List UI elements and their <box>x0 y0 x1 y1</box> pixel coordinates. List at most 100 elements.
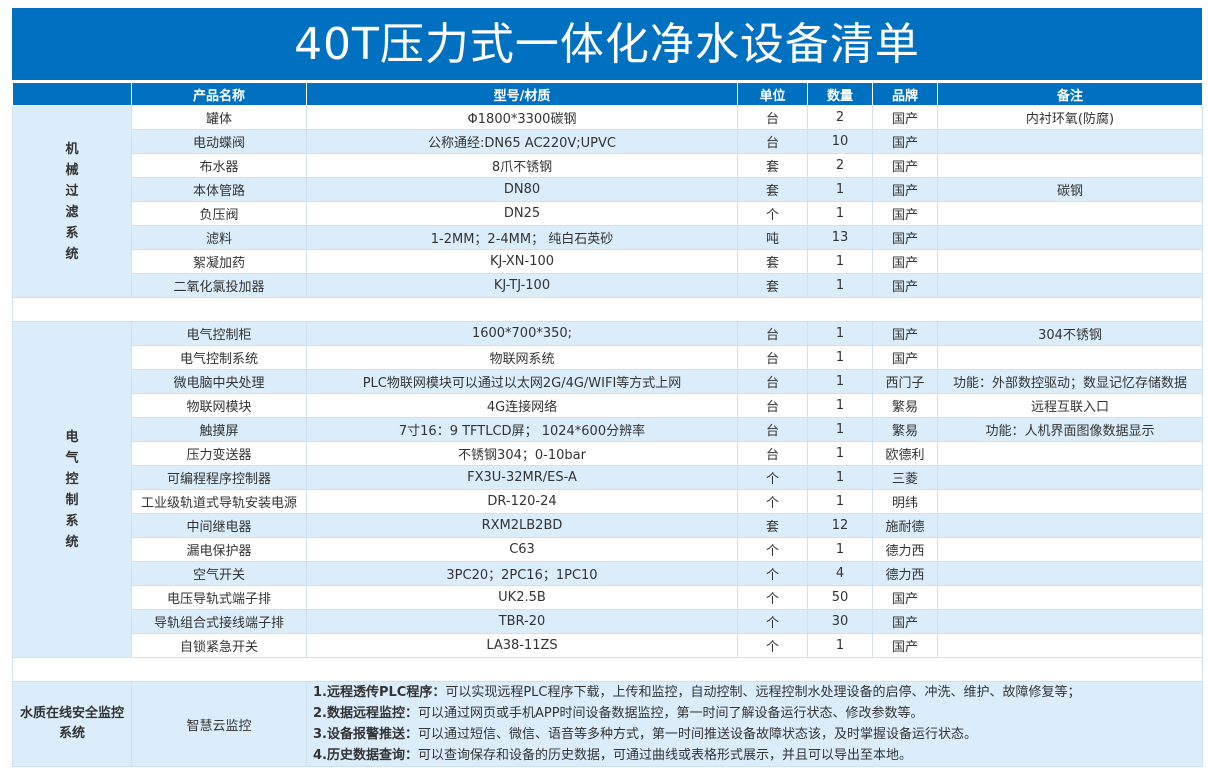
cell-quantity: 1 <box>807 369 873 394</box>
cell-product-name: 漏电保护器 <box>131 537 307 562</box>
cell-remarks <box>937 249 1203 274</box>
section-category: 水质在线安全监控系统 <box>12 681 132 767</box>
cell-product-name: 触摸屏 <box>131 417 307 442</box>
cell-unit: 个 <box>737 609 808 634</box>
feature-label: 4.历史数据查询： <box>313 748 418 763</box>
cell-brand: 国产 <box>872 609 938 634</box>
cell-remarks <box>937 225 1203 250</box>
cell-quantity: 4 <box>807 561 873 586</box>
cell-remarks <box>937 585 1203 610</box>
cell-unit: 台 <box>737 129 808 154</box>
feature-item: 1.远程透传PLC程序：可以实现远程PLC程序下载，上传和监控，自动控制、远程控… <box>313 683 1202 704</box>
cell-quantity: 30 <box>807 609 873 634</box>
cell-brand: 欧德利 <box>872 441 938 466</box>
cell-model-material: FX3U-32MR/ES-A <box>306 465 738 490</box>
cell-quantity: 50 <box>807 585 873 610</box>
cell-brand: 施耐德 <box>872 513 938 538</box>
cell-remarks <box>937 201 1203 226</box>
cell-brand: 国产 <box>872 129 938 154</box>
cell-quantity: 12 <box>807 513 873 538</box>
cell-brand: 德力西 <box>872 537 938 562</box>
cell-model-material: DN25 <box>306 201 738 226</box>
cell-remarks <box>937 609 1203 634</box>
spacer-row <box>12 657 1203 682</box>
feature-text: 可以通过短信、微信、语音等多种方式，第一时间推送设备故障状态该，及时掌握设备运行… <box>417 727 977 742</box>
cell-model-material: 3PC20；2PC16；1PC10 <box>306 561 738 586</box>
header-quantity: 数量 <box>807 82 873 106</box>
cell-product-name: 电动蝶阀 <box>131 129 307 154</box>
section-category: 机械过滤系统 <box>12 105 132 298</box>
cell-unit: 个 <box>737 537 808 562</box>
header-brand: 品牌 <box>872 82 938 106</box>
cell-brand: 三菱 <box>872 465 938 490</box>
cell-product-name: 物联网模块 <box>131 393 307 418</box>
cell-remarks <box>937 513 1203 538</box>
cell-unit: 个 <box>737 561 808 586</box>
header-product-name: 产品名称 <box>131 82 307 106</box>
table-row: 可编程程序控制器 FX3U-32MR/ES-A 个 1 三菱 <box>13 465 1203 490</box>
cell-model-material: KJ-TJ-100 <box>306 273 738 298</box>
cell-brand: 国产 <box>872 153 938 178</box>
cell-model-material: 4G连接网络 <box>306 393 738 418</box>
cell-remarks: 内衬环氧(防腐) <box>937 105 1203 130</box>
cell-model-material: Φ1800*3300碳钢 <box>306 105 738 130</box>
cell-unit: 台 <box>737 417 808 442</box>
cell-quantity: 1 <box>807 417 873 442</box>
cell-unit: 套 <box>737 513 808 538</box>
spacer-row <box>12 297 1203 322</box>
cell-remarks <box>937 561 1203 586</box>
cell-model-material: 不锈钢304；0-10bar <box>306 441 738 466</box>
cell-remarks <box>937 633 1203 658</box>
cell-remarks <box>937 129 1203 154</box>
cell-quantity: 2 <box>807 153 873 178</box>
cell-model-material: 公称通经:DN65 AC220V;UPVC <box>306 129 738 154</box>
cell-product-name: 导轨组合式接线端子排 <box>131 609 307 634</box>
header-model-material: 型号/材质 <box>306 82 738 106</box>
cell-brand: 国产 <box>872 177 938 202</box>
feature-list: 1.远程透传PLC程序：可以实现远程PLC程序下载，上传和监控，自动控制、远程控… <box>306 681 1203 767</box>
cell-unit: 吨 <box>737 225 808 250</box>
cell-quantity: 1 <box>807 441 873 466</box>
cell-model-material: UK2.5B <box>306 585 738 610</box>
cell-product-name: 罐体 <box>131 105 307 130</box>
cell-quantity: 1 <box>807 393 873 418</box>
table-row: 导轨组合式接线端子排 TBR-20 个 30 国产 <box>13 609 1203 634</box>
cell-unit: 台 <box>737 441 808 466</box>
cell-model-material: 1600*700*350; <box>306 321 738 346</box>
cell-quantity: 1 <box>807 537 873 562</box>
cell-quantity: 13 <box>807 225 873 250</box>
cell-unit: 台 <box>737 393 808 418</box>
table-row: 负压阀 DN25 个 1 国产 <box>13 201 1203 226</box>
cell-quantity: 1 <box>807 345 873 370</box>
equipment-list: 40T压力式一体化净水设备清单 产品名称 型号/材质 单位 数量 品牌 备注 机械过滤系统… <box>12 8 1203 767</box>
cell-quantity: 1 <box>807 321 873 346</box>
cell-product-name: 可编程程序控制器 <box>131 465 307 490</box>
cell-product-name: 空气开关 <box>131 561 307 586</box>
cell-unit: 个 <box>737 465 808 490</box>
cell-model-material: 1-2MM；2-4MM； 纯白石英砂 <box>306 225 738 250</box>
cell-brand: 国产 <box>872 249 938 274</box>
cell-unit: 个 <box>737 585 808 610</box>
cell-brand: 国产 <box>872 321 938 346</box>
table-row: 微电脑中央处理 PLC物联网模块可以通过以太网2G/4G/WIFI等方式上网台 1 西… <box>13 369 1203 394</box>
cell-model-material: LA38-11ZS <box>306 633 738 658</box>
feature-label: 1.远程透传PLC程序： <box>313 685 446 700</box>
cell-model-material: 7寸16：9 TFTLCD屏； 1024*600分辨率 <box>306 417 738 442</box>
cell-product-name: 滤料 <box>131 225 307 250</box>
monitor-row: 水质在线安全监控系统 智慧云监控 1.远程透传PLC程序：可以实现远程PLC程序… <box>12 681 1203 767</box>
cell-product-name: 布水器 <box>131 153 307 178</box>
cell-product-name: 中间继电器 <box>131 513 307 538</box>
cell-remarks <box>937 273 1203 298</box>
cell-remarks <box>937 153 1203 178</box>
cell-brand: 明纬 <box>872 489 938 514</box>
cell-product-name: 微电脑中央处理 <box>131 369 307 394</box>
cell-remarks <box>937 537 1203 562</box>
cell-product-name: 本体管路 <box>131 177 307 202</box>
cell-model-material: KJ-XN-100 <box>306 249 738 274</box>
cell-product-name: 絮凝加药 <box>131 249 307 274</box>
cell-brand: 国产 <box>872 345 938 370</box>
cell-quantity: 1 <box>807 177 873 202</box>
table-row: 絮凝加药 KJ-XN-100 套 1 国产 <box>13 249 1203 274</box>
cell-quantity: 1 <box>807 465 873 490</box>
cell-brand: 繁易 <box>872 393 938 418</box>
